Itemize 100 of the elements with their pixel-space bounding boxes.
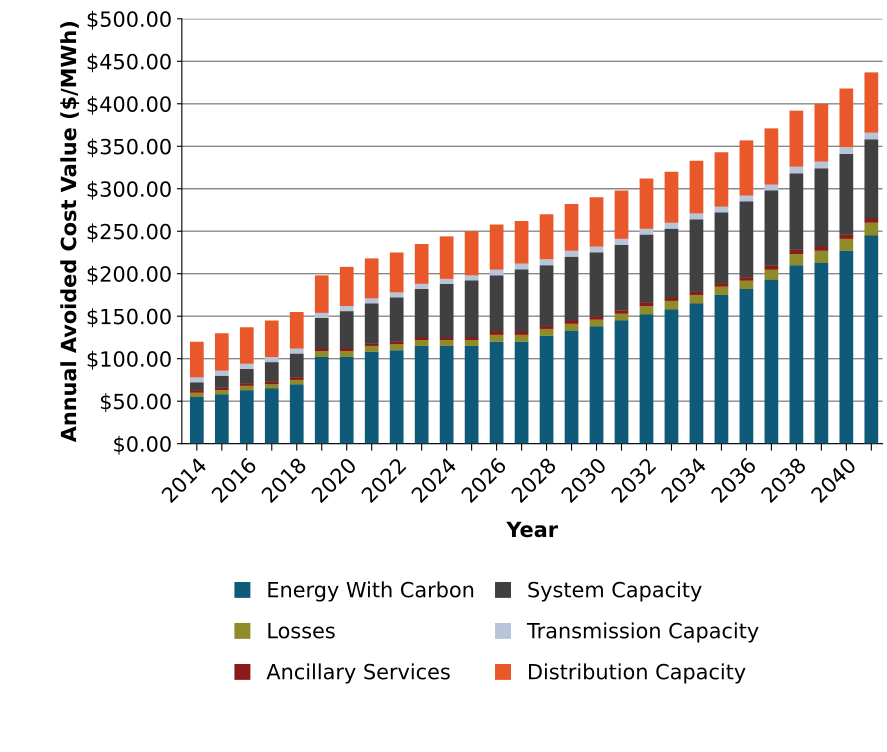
bar xyxy=(264,382,279,384)
bar xyxy=(514,264,528,270)
bar xyxy=(814,246,828,251)
bar xyxy=(514,334,528,342)
bar xyxy=(264,362,279,382)
bar xyxy=(740,202,754,278)
bar xyxy=(240,386,254,390)
bar xyxy=(864,218,878,223)
bar xyxy=(390,292,404,298)
bar xyxy=(264,357,279,362)
bar xyxy=(614,190,628,239)
bar xyxy=(814,262,828,444)
y-tick-label: $300.00 xyxy=(88,180,171,200)
bar xyxy=(390,298,404,342)
bar xyxy=(490,342,504,444)
bar xyxy=(240,383,254,386)
bar xyxy=(390,342,404,344)
bar xyxy=(264,384,279,388)
bar xyxy=(214,388,229,390)
bar xyxy=(664,172,678,223)
bar xyxy=(214,333,229,371)
y-tick-label: $400.00 xyxy=(88,96,171,115)
bar xyxy=(290,348,304,354)
x-axis-title: Year xyxy=(506,522,558,538)
bar xyxy=(864,132,878,140)
bar xyxy=(490,334,504,342)
bar xyxy=(714,286,728,295)
bar xyxy=(839,147,854,154)
bar xyxy=(664,298,678,301)
bar xyxy=(764,265,778,270)
bar xyxy=(614,244,628,310)
bar xyxy=(464,346,478,444)
bar xyxy=(540,214,554,260)
bar xyxy=(514,221,528,264)
bar xyxy=(790,254,804,266)
bar xyxy=(314,357,329,444)
bar xyxy=(190,377,204,382)
bar xyxy=(790,166,804,174)
bar xyxy=(664,309,678,444)
bar xyxy=(264,320,279,358)
bar xyxy=(290,312,304,349)
bar xyxy=(714,212,728,284)
bar xyxy=(490,275,504,332)
legend-label: System Capacity xyxy=(528,581,702,602)
bar xyxy=(740,280,754,290)
bar xyxy=(390,350,404,444)
bar xyxy=(714,294,728,444)
bar xyxy=(390,252,404,292)
bar xyxy=(590,320,604,326)
bar xyxy=(314,275,329,313)
y-tick-label: $500.00 xyxy=(88,10,171,30)
bar xyxy=(340,357,354,444)
bar xyxy=(640,234,654,303)
bar xyxy=(440,236,454,279)
bar xyxy=(190,342,204,378)
bar xyxy=(564,324,578,331)
bar xyxy=(740,289,754,444)
legend-label: Transmission Capacity xyxy=(526,622,759,643)
bar xyxy=(364,258,379,298)
bar xyxy=(364,346,379,352)
bar xyxy=(690,292,704,295)
bar xyxy=(290,384,304,444)
bar xyxy=(814,162,828,168)
bar xyxy=(390,344,404,350)
y-axis-title: Annual Avoided Cost Value ($/MWh) xyxy=(60,22,80,442)
bar xyxy=(814,104,828,162)
bar xyxy=(364,298,379,304)
bar xyxy=(290,380,304,384)
bar xyxy=(540,326,554,329)
bar xyxy=(740,196,754,202)
bar xyxy=(464,337,478,340)
bar xyxy=(340,266,354,306)
bar xyxy=(864,235,878,444)
bar xyxy=(790,173,804,250)
legend-label: Losses xyxy=(268,623,335,639)
bar xyxy=(414,244,429,284)
bar xyxy=(364,343,379,346)
bar xyxy=(790,110,804,167)
bar xyxy=(340,311,354,349)
bar xyxy=(440,337,454,340)
bar xyxy=(614,238,628,245)
bar xyxy=(764,128,778,185)
bar xyxy=(690,294,704,304)
bar xyxy=(814,168,828,247)
bar xyxy=(214,370,229,376)
bar xyxy=(839,250,854,444)
bar xyxy=(190,392,204,397)
bar xyxy=(764,184,778,190)
bar xyxy=(240,364,254,369)
bar xyxy=(540,259,554,266)
bar xyxy=(714,152,728,207)
bar xyxy=(464,231,478,276)
bar xyxy=(690,219,704,292)
bar xyxy=(540,328,554,336)
bar xyxy=(664,222,678,229)
bar xyxy=(839,234,854,239)
bar xyxy=(490,269,504,276)
y-tick-label: $200.00 xyxy=(88,266,171,285)
bar xyxy=(340,306,354,312)
bar xyxy=(839,238,854,251)
